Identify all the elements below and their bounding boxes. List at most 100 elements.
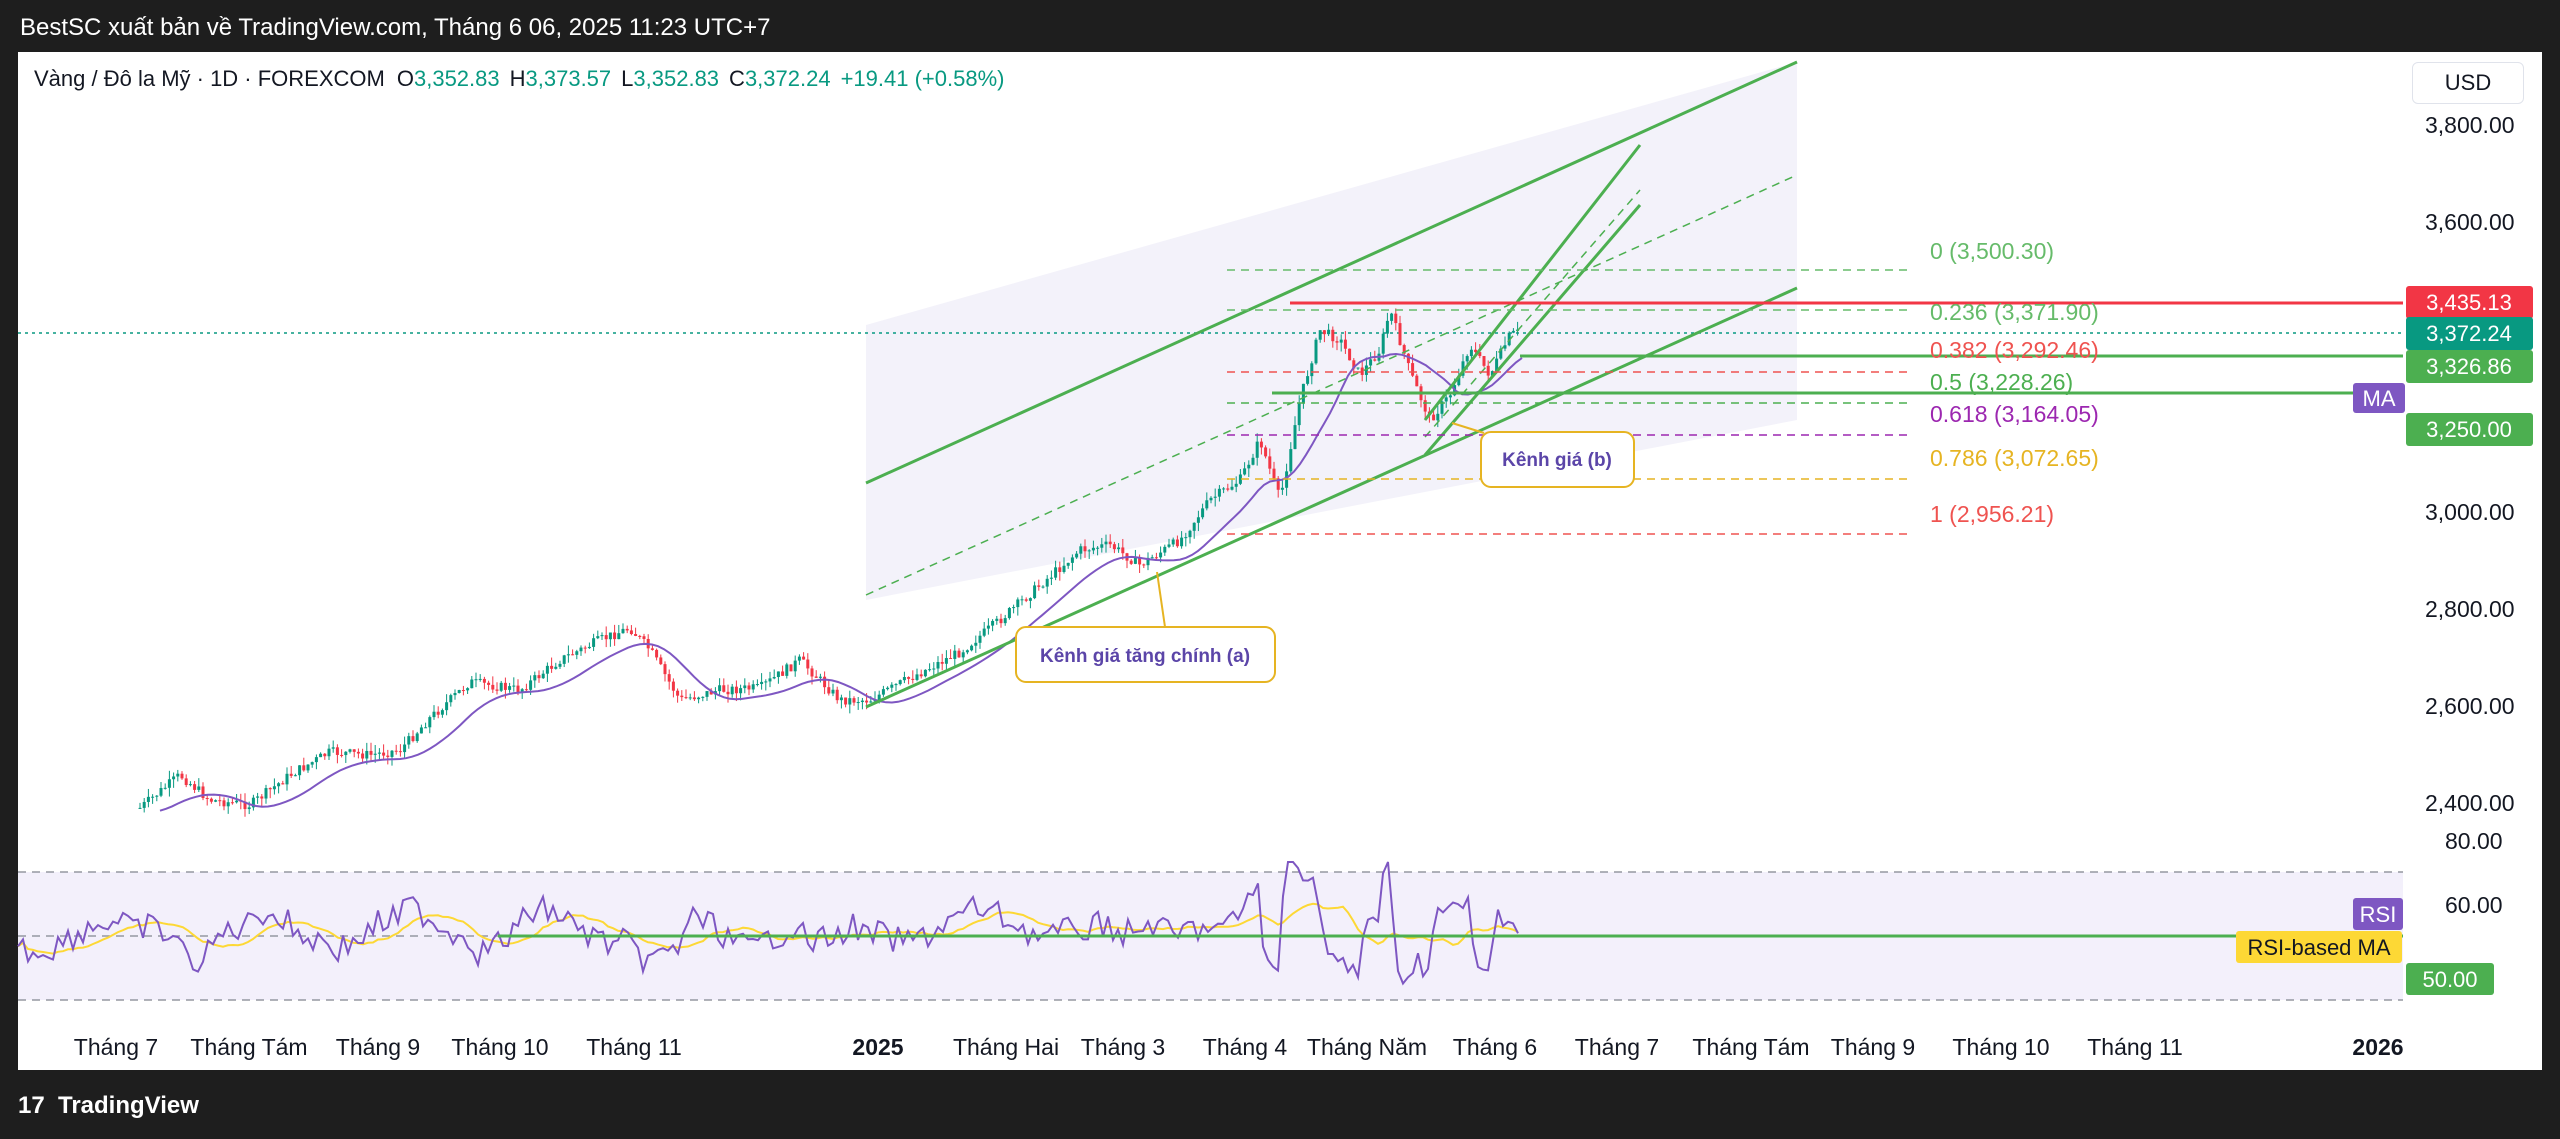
candle-body — [293, 775, 297, 777]
candle-body — [356, 751, 360, 754]
candle-body — [1276, 478, 1280, 490]
publisher-bar: BestSC xuất bản về TradingView.com, Thán… — [0, 0, 2560, 52]
candle-body — [524, 689, 528, 691]
candle-body — [613, 632, 617, 640]
rsi-50-tag-text: 50.00 — [2422, 967, 2477, 992]
low-value: 3,352.83 — [633, 66, 720, 91]
time-label: Tháng 10 — [451, 1034, 548, 1060]
candle-body — [894, 684, 898, 686]
candle-body — [209, 798, 213, 802]
candle-body — [730, 686, 734, 695]
note-channel-b[interactable] — [1480, 431, 1635, 488]
candle-body — [852, 698, 856, 703]
candle-body — [247, 807, 251, 810]
candle-body — [1238, 474, 1242, 484]
price-tag-last — [2406, 317, 2533, 350]
candle-body — [583, 647, 587, 649]
time-axis[interactable]: Tháng 7 Tháng Tám Tháng 9 Tháng 10 Tháng… — [74, 1034, 2404, 1060]
candle-body — [331, 747, 335, 749]
candle-body — [159, 788, 163, 796]
candle-body — [151, 796, 155, 798]
candle-body — [1423, 400, 1427, 412]
candle-body — [751, 684, 755, 690]
candle-body — [277, 783, 281, 787]
candle-body — [1079, 546, 1083, 554]
candle-body — [180, 773, 184, 779]
candle-body — [466, 688, 470, 691]
candle-body — [1306, 376, 1310, 384]
candle-body — [1016, 599, 1020, 608]
low-label: L — [621, 66, 634, 91]
candle-body — [1503, 345, 1507, 349]
candle-body — [1129, 560, 1133, 564]
candle-body — [558, 663, 562, 667]
candle-body — [659, 657, 663, 665]
candle-body — [886, 687, 890, 690]
candle-body — [495, 689, 499, 691]
candle-body — [478, 678, 482, 680]
candle-body — [1322, 330, 1326, 335]
candle-body — [919, 674, 923, 677]
candle-body — [512, 685, 516, 687]
candle-body — [1469, 349, 1473, 357]
candle-body — [839, 697, 843, 701]
candle-body — [386, 755, 390, 757]
price-axis-label: 3,800.00 — [2425, 112, 2515, 138]
candle-body — [986, 625, 990, 629]
channel-b-lower[interactable] — [1423, 204, 1642, 456]
candle-body — [230, 802, 234, 804]
candle-body — [608, 632, 612, 640]
rsi-ma-tag — [2236, 931, 2402, 963]
candle-body — [823, 676, 827, 688]
time-label: Tháng 7 — [1575, 1034, 1659, 1060]
candle-body — [1150, 557, 1154, 559]
candle-body — [1175, 539, 1179, 547]
candle-body — [516, 685, 520, 693]
channel-b-upper[interactable] — [1423, 144, 1642, 421]
candle-body — [482, 678, 486, 683]
note-channel-a[interactable] — [1015, 626, 1276, 683]
currency-selector[interactable]: USD — [2412, 62, 2524, 104]
candle-body — [428, 717, 432, 728]
candle-body — [319, 753, 323, 758]
candle-body — [415, 733, 419, 742]
high-value: 3,373.57 — [525, 66, 612, 91]
candle-body — [424, 727, 428, 729]
candle-body — [1087, 550, 1091, 552]
candle-body — [1280, 487, 1284, 490]
candle-body — [314, 757, 318, 763]
candle-body — [629, 630, 633, 635]
channel-b-mid — [1424, 189, 1641, 438]
price-axis[interactable] — [2403, 52, 2542, 1070]
candle-body — [650, 648, 654, 650]
candle-body — [487, 682, 491, 685]
price-axis-label: 3,600.00 — [2425, 209, 2515, 235]
candle-body — [335, 747, 339, 755]
candle-body — [155, 795, 159, 797]
candle-body — [575, 651, 579, 655]
candle-body — [1511, 330, 1515, 333]
fib-label-0786: 0.786 (3,072.65) — [1930, 445, 2099, 471]
candle-body — [1196, 517, 1200, 523]
candle-body — [545, 665, 549, 674]
candle-body — [642, 636, 646, 639]
candle-body — [932, 668, 936, 670]
tradingview-brand[interactable]: TradingView — [58, 1092, 199, 1119]
candle-body — [1247, 464, 1251, 469]
candle-body — [432, 711, 436, 718]
candle-body — [755, 684, 759, 686]
candle-body — [445, 702, 449, 711]
candle-body — [302, 765, 306, 771]
candle-body — [1448, 395, 1452, 398]
candle-body — [688, 697, 692, 699]
candle-body — [541, 673, 545, 679]
channel-a-upper[interactable] — [865, 60, 1798, 485]
candle-body — [1028, 598, 1032, 601]
candle-body — [1112, 544, 1116, 550]
candle-body — [1482, 356, 1486, 366]
candle-body — [188, 784, 192, 786]
candle-body — [873, 700, 877, 702]
symbol-legend[interactable]: Vàng / Đô la Mỹ · 1D · FOREXCOM O3,352.83… — [34, 66, 1004, 92]
candle-body — [743, 685, 747, 689]
